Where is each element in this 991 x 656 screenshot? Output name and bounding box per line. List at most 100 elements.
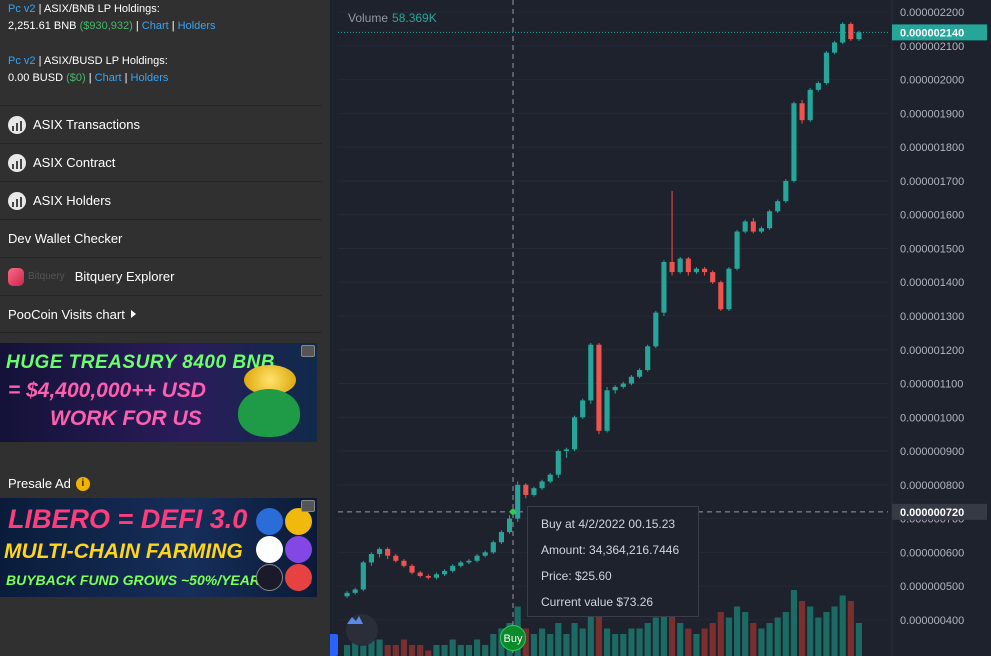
banner-line: = $4,400,000++ USD — [8, 379, 206, 402]
tradingview-logo-icon[interactable] — [346, 614, 378, 646]
candle-body — [604, 390, 610, 431]
candle-body — [620, 383, 626, 387]
volume-bar — [717, 612, 724, 656]
volume-bar — [433, 645, 440, 656]
avalanche-coin-icon — [285, 564, 312, 591]
coin-icon — [256, 508, 283, 535]
y-tick-label: 0.000000500 — [900, 581, 964, 593]
candle-body — [758, 228, 764, 232]
candle-body — [596, 344, 602, 431]
volume-bar — [742, 612, 749, 656]
y-tick-label: 0.000001300 — [900, 311, 964, 323]
candle-body — [677, 258, 683, 273]
polygon-coin-icon — [285, 536, 312, 563]
y-tick-label: 0.000001600 — [900, 210, 964, 222]
candle-body — [409, 565, 415, 573]
banner-line: HUGE TREASURY 8400 BNB — [6, 352, 275, 373]
volume-bar — [669, 606, 676, 656]
volume-bar — [522, 628, 529, 656]
volume-bar — [725, 617, 732, 656]
volume-bar — [815, 617, 822, 656]
candle-body — [417, 572, 423, 576]
tooltip-amount: Amount: 34,364,216.7446 — [541, 543, 680, 557]
chart-link[interactable]: Chart — [94, 72, 122, 84]
volume-bar — [465, 645, 472, 656]
volume-bar — [352, 639, 359, 656]
price-chart[interactable]: 0.000002200 0.000002100 0.000002000 0.00000… — [330, 0, 991, 656]
y-tick-label: 0.000000900 — [900, 446, 964, 458]
y-tick-label: 0.000001800 — [900, 142, 964, 154]
chart-bars-icon — [8, 153, 26, 172]
candle-body — [531, 488, 537, 495]
volume-bar — [644, 623, 651, 656]
volume-bar — [482, 645, 489, 656]
volume-bar — [555, 623, 562, 656]
candle-body — [482, 552, 488, 556]
candle-body — [385, 548, 391, 556]
volume-bar — [847, 601, 854, 656]
holdings-amount: 2,251.61 BNB — [8, 20, 80, 32]
candle-body — [661, 261, 667, 313]
libero-ad-banner[interactable]: LIBERO = DEFI 3.0 MULTI-CHAIN FARMING BU… — [0, 498, 317, 597]
candle-body — [856, 32, 862, 40]
treasury-ad-banner[interactable]: HUGE TREASURY 8400 BNB = $4,400,000++ US… — [0, 343, 317, 442]
pc-v2-link[interactable]: Pc v2 — [8, 3, 36, 15]
volume-bar — [685, 628, 692, 656]
scroll-handle[interactable] — [330, 634, 338, 656]
sidebar-item-label: ASIX Holders — [33, 193, 112, 208]
info-icon[interactable]: i — [75, 476, 90, 491]
volume-bar — [855, 623, 862, 656]
chart-bars-icon — [8, 115, 26, 134]
ad-close-icon[interactable] — [301, 500, 315, 512]
trade-tooltip: Buy at 4/2/2022 00.15.23 Amount: 34,364,… — [527, 506, 699, 617]
volume-bar — [384, 645, 391, 656]
candle-body — [490, 542, 496, 553]
candle-body — [450, 565, 456, 571]
sidebar-item-bitquery-explorer[interactable]: Bitquery Bitquery Explorer — [0, 257, 322, 295]
sidebar-item-asix-holders[interactable]: ASIX Holders — [0, 181, 322, 219]
buy-point — [510, 508, 516, 515]
candle-body — [393, 555, 399, 561]
volume-bar — [604, 628, 611, 656]
volume-bar — [782, 612, 789, 656]
candlestick-chart[interactable]: 0.000002200 0.000002100 0.000002000 0.00000… — [330, 0, 991, 656]
volume-bar — [457, 645, 464, 656]
chart-link[interactable]: Chart — [141, 20, 169, 32]
candle-body — [377, 548, 383, 555]
sidebar-item-dev-wallet-checker[interactable]: Dev Wallet Checker — [0, 219, 322, 257]
volume-bar — [571, 623, 578, 656]
candle-body — [840, 23, 846, 43]
ad-close-icon[interactable] — [301, 345, 315, 357]
candle-body — [360, 562, 366, 590]
holders-link[interactable]: Holders — [130, 72, 169, 84]
volume-bar — [693, 634, 700, 656]
solana-coin-icon — [256, 564, 283, 591]
candle-body — [466, 560, 472, 563]
holders-link[interactable]: Holders — [177, 20, 216, 32]
volume-bar — [790, 590, 797, 656]
sidebar-item-label: ASIX Contract — [33, 155, 116, 170]
candle-body — [685, 258, 691, 273]
candle-body — [433, 574, 439, 578]
volume-bar — [701, 628, 708, 656]
candle-body — [645, 346, 651, 371]
candle-body — [555, 451, 561, 475]
volume-bar — [799, 601, 806, 656]
sidebar-item-asix-contract[interactable]: ASIX Contract — [0, 143, 322, 181]
volume-bar — [595, 601, 602, 656]
volume-bar — [636, 628, 643, 656]
volume-bar — [539, 628, 546, 656]
sidebar-item-asix-transactions[interactable]: ASIX Transactions — [0, 105, 322, 143]
pc-v2-link[interactable]: Pc v2 — [8, 55, 36, 67]
volume-bar — [660, 601, 667, 656]
candle-body — [767, 211, 773, 229]
ethereum-coin-icon — [256, 536, 283, 563]
sidebar: Pc v2 | ASIX/BNB LP Holdings: 2,251.61 B… — [0, 0, 322, 656]
candle-body — [702, 268, 708, 273]
sidebar-item-poocoin-visits-chart[interactable]: PooCoin Visits chart — [0, 295, 322, 333]
candle-body — [425, 575, 431, 578]
buy-marker[interactable]: Buy — [500, 625, 526, 651]
volume-bar — [425, 650, 432, 656]
bnb-lp-holdings: Pc v2 | ASIX/BNB LP Holdings: 2,251.61 B… — [8, 3, 216, 32]
volume-bar — [709, 623, 716, 656]
